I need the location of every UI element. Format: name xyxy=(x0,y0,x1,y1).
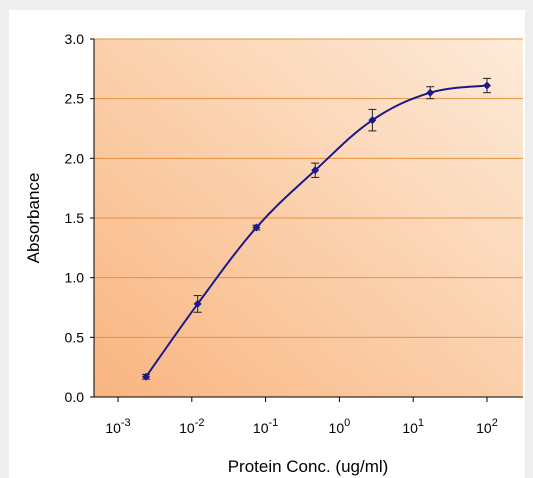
x-tick-labels: 10-3 10-2 10-1 100 101 102 xyxy=(105,417,498,436)
x-tick-label-3: 100 xyxy=(329,417,351,436)
x-tick-label-1: 10-2 xyxy=(179,417,204,436)
y-tick-label-2: 1.0 xyxy=(65,270,85,286)
data-point-1 xyxy=(193,299,202,308)
data-point-4 xyxy=(368,116,377,125)
data-point-5 xyxy=(426,88,435,97)
grid-lines xyxy=(90,38,523,398)
data-point-6 xyxy=(483,81,491,90)
data-series xyxy=(142,77,491,381)
y-tick-labels: 0.0 0.5 1.0 1.5 2.0 2.5 3.0 xyxy=(65,31,85,405)
y-tick-label-3: 1.5 xyxy=(65,210,85,226)
x-tick-label-4: 101 xyxy=(402,417,424,436)
data-point-3 xyxy=(311,166,320,175)
data-point-0 xyxy=(142,372,151,381)
x-tick-label-5: 102 xyxy=(476,417,498,436)
x-axis-title: Protein Conc. (ug/ml) xyxy=(228,457,389,476)
y-tick-label-1: 0.5 xyxy=(65,329,85,345)
axes xyxy=(93,39,523,402)
y-tick-label-6: 3.0 xyxy=(65,31,85,47)
y-tick-label-5: 2.5 xyxy=(65,91,85,107)
y-tick-label-4: 2.0 xyxy=(65,150,85,166)
y-axis-title: Absorbance xyxy=(24,173,43,264)
y-tick-label-0: 0.0 xyxy=(65,389,85,405)
data-point-2 xyxy=(252,223,261,232)
x-tick-label-0: 10-3 xyxy=(105,417,130,436)
x-tick-label-2: 10-1 xyxy=(253,417,278,436)
